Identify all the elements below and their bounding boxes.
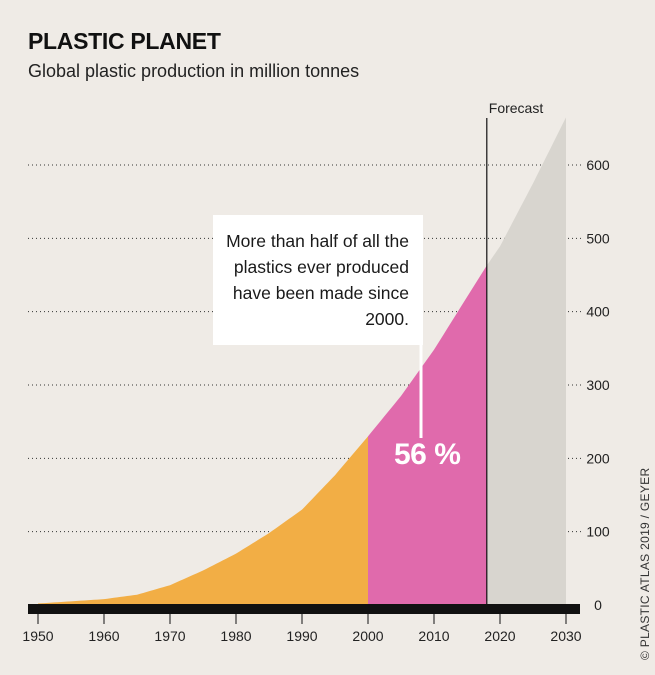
x-tick-label: 1980 [220,628,251,644]
y-tick-label: 400 [586,304,610,320]
y-tick-label: 500 [586,230,610,246]
markers: Forecast [419,100,544,605]
y-tick-label: 200 [586,450,610,466]
x-tick-label: 2000 [352,628,383,644]
y-tick-label: 100 [586,524,610,540]
gridlines [28,164,584,533]
forecast-label: Forecast [489,100,544,116]
x-tick-label: 1970 [154,628,185,644]
callout-box: More than half of all the plastics ever … [213,215,423,345]
source-credit: © PLASTIC ATLAS 2019 / GEYER [638,467,652,660]
x-tick-label: 2010 [418,628,449,644]
area-segments [38,117,566,605]
share-label: 56 % [394,438,461,471]
x-tick-label: 2020 [484,628,515,644]
x-tick-label: 1990 [286,628,317,644]
x-tick-label: 1950 [22,628,53,644]
y-tick-label: 600 [586,157,610,173]
y-tick-label: 300 [586,377,610,393]
area-segment [368,265,487,605]
chart-subtitle: Global plastic production in million ton… [28,61,360,81]
x-axis-bar [28,604,580,614]
axes: 1950 1960 1970 1980 1990 2000 2010 2020 2030 0 100… [22,157,609,644]
area-segment [38,436,368,605]
x-tick-label: 1960 [88,628,119,644]
chart-title: PLASTIC PLANET [28,28,221,54]
area-segment [486,117,566,605]
y-tick-label: 0 [594,597,602,613]
x-tick-label: 2030 [550,628,581,644]
